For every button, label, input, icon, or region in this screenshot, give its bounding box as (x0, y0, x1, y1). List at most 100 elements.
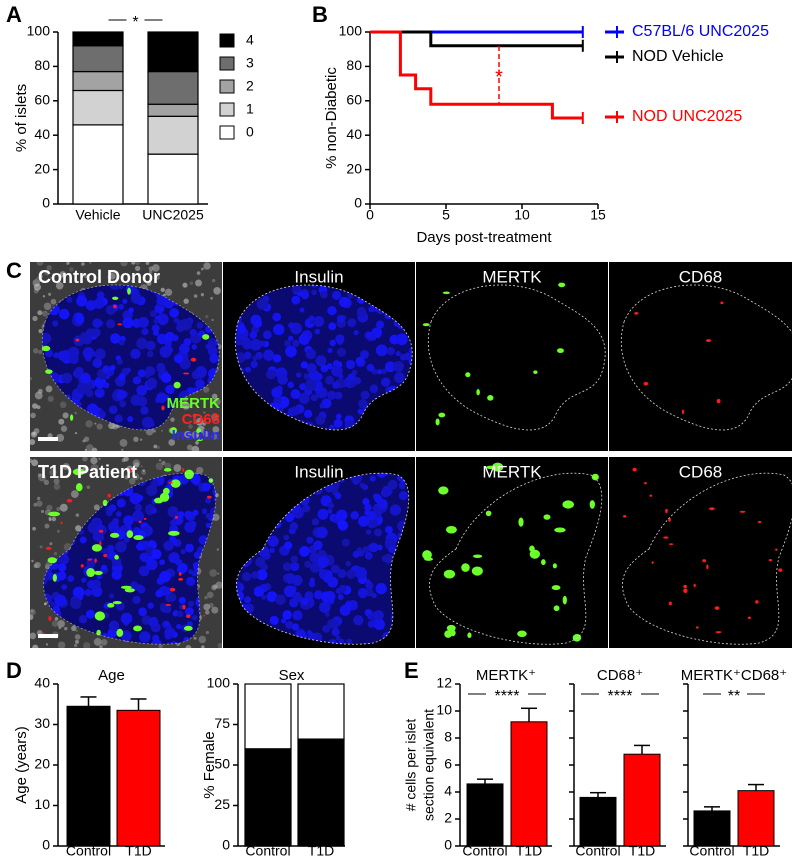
tissue-texture (158, 459, 162, 462)
significance: * (495, 66, 503, 88)
bar-segment (297, 683, 345, 740)
stain-spot (168, 481, 173, 484)
stain-spot (183, 625, 193, 631)
stain-spot (48, 511, 60, 517)
insulin-cell (364, 509, 371, 516)
stain-spot (133, 535, 144, 541)
insulin-cell (283, 585, 296, 598)
stain-spot (445, 525, 457, 534)
insulin-cell (329, 339, 337, 347)
insulin-cell (185, 607, 194, 616)
insulin-cell (299, 307, 305, 313)
x-tick-label: T1D (125, 843, 151, 859)
tissue-texture (34, 561, 41, 569)
insulin-cell (344, 602, 352, 610)
tissue-texture (191, 431, 199, 439)
insulin-cell (375, 582, 387, 595)
insulin-cell (320, 591, 332, 603)
stain-spot (668, 601, 672, 606)
tissue-texture (154, 274, 160, 280)
insulin-cell (44, 349, 54, 358)
tissue-texture (32, 315, 38, 322)
insulin-cell (244, 596, 252, 604)
stain-spot (487, 395, 494, 401)
tissue-texture (32, 644, 39, 648)
tissue-texture (39, 545, 43, 549)
insulin-cell (303, 409, 313, 419)
y-tick-label: 6 (444, 756, 452, 772)
overlay-legend: CD68 (182, 411, 220, 428)
tissue-texture (75, 629, 78, 633)
insulin-cell (85, 389, 94, 398)
insulin-cell (333, 418, 343, 428)
insulin-cell (327, 347, 333, 353)
insulin-cell (146, 350, 154, 358)
insulin-cell (366, 363, 375, 372)
significance: ** (728, 688, 740, 705)
insulin-cell (304, 378, 317, 391)
stain-spot (182, 468, 185, 472)
stain-spot (644, 482, 647, 485)
panel-label: A (6, 2, 22, 27)
insulin-cell (57, 350, 69, 361)
micrograph-panel (416, 457, 608, 648)
stain-spot (720, 301, 724, 305)
channel-title: Insulin (294, 462, 343, 481)
insulin-cell (285, 345, 297, 358)
stain-spot (45, 369, 53, 374)
tissue-texture (31, 459, 39, 467)
insulin-cell (276, 647, 285, 656)
micrograph-panel (30, 457, 222, 648)
insulin-cell (306, 630, 312, 636)
bar-segment (72, 31, 124, 47)
insulin-cell (327, 390, 337, 400)
stain-spot (623, 514, 627, 518)
tissue-texture (205, 315, 209, 319)
insulin-cell (151, 507, 157, 514)
insulin-cell (346, 569, 356, 579)
error-bar (130, 698, 147, 711)
insulin-cell (335, 413, 342, 420)
insulin-cell (320, 364, 329, 373)
significance: **** (495, 688, 520, 705)
insulin-cell (335, 649, 347, 661)
stain-spot (99, 541, 102, 546)
tissue-texture (202, 422, 206, 426)
stain-spot (643, 381, 649, 386)
insulin-cell (240, 653, 246, 659)
stain-spot (443, 569, 456, 579)
chart-title: Sex (279, 667, 305, 684)
stain-spot (438, 486, 449, 495)
stain-spot (173, 381, 181, 389)
stain-spot (755, 600, 759, 604)
chart-title: MERTK⁺CD68⁺ (681, 667, 787, 684)
insulin-cell (111, 556, 122, 567)
legend-label: NOD UNC2025 (632, 108, 742, 125)
survival-line (370, 30, 583, 48)
insulin-cell (151, 549, 162, 560)
tissue-texture (211, 433, 218, 440)
insulin-cell (290, 406, 300, 416)
tissue-texture (58, 418, 65, 425)
insulin-cell (382, 473, 389, 476)
insulin-cell (160, 603, 167, 610)
stain-spot (113, 304, 117, 309)
insulin-cell (381, 368, 387, 375)
insulin-cell (359, 482, 365, 488)
stain-spot (86, 567, 95, 578)
insulin-cell (163, 540, 174, 551)
insulin-cell (334, 492, 342, 500)
insulin-cell (358, 515, 370, 527)
insulin-cell (139, 552, 149, 562)
tissue-texture (98, 457, 101, 460)
insulin-cell (209, 353, 219, 364)
insulin-cell (364, 503, 372, 512)
insulin-cell (380, 377, 391, 387)
stain-spot (778, 568, 783, 572)
bar-segment (244, 683, 292, 750)
tissue-texture (31, 559, 34, 563)
channel-title: CD68 (679, 267, 722, 286)
insulin-cell (376, 320, 385, 329)
error-bar (634, 744, 650, 755)
